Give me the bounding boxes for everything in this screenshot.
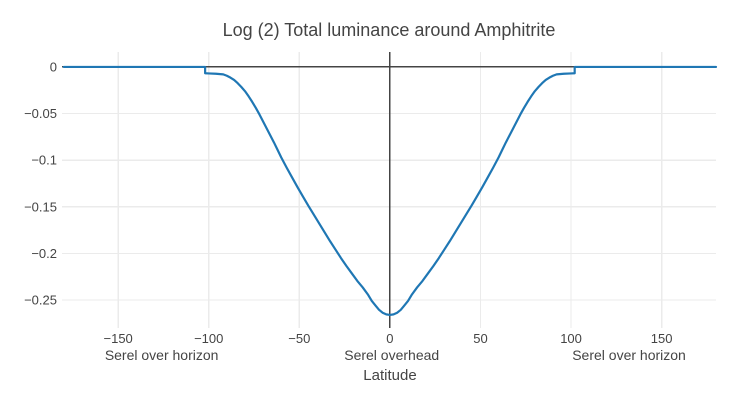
y-tick-label: −0.15: [24, 199, 57, 214]
y-tick-label: −0.25: [24, 293, 57, 308]
x-axis-title: Latitude: [363, 367, 416, 384]
x-tick-label: −150: [104, 331, 133, 346]
y-tick-label: −0.2: [31, 246, 57, 261]
x-axis-tick-labels: −150 −100 −50 0 50 100 150: [104, 331, 673, 346]
axis-annotations: Serel over horizon Serel overhead Serel ov…: [105, 347, 686, 363]
axis-annotation: Serel overhead: [344, 347, 439, 363]
x-tick-label: 150: [651, 331, 673, 346]
gridlines: [62, 52, 716, 328]
x-tick-label: 0: [386, 331, 393, 346]
x-tick-label: −50: [288, 331, 310, 346]
axis-annotation: Serel over horizon: [105, 347, 219, 363]
chart-title: Log (2) Total luminance around Amphitrit…: [223, 20, 556, 40]
zero-lines: [62, 52, 716, 328]
x-tick-label: 50: [473, 331, 487, 346]
y-axis-tick-labels: 0 −0.05 −0.1 −0.15 −0.2 −0.25: [24, 59, 57, 307]
axis-annotation: Serel over horizon: [572, 347, 686, 363]
y-tick-label: 0: [50, 59, 57, 74]
x-tick-label: 100: [560, 331, 582, 346]
y-tick-label: −0.1: [31, 153, 57, 168]
x-tick-label: −100: [194, 331, 223, 346]
y-tick-label: −0.05: [24, 106, 57, 121]
luminance-curve: [62, 65, 718, 317]
